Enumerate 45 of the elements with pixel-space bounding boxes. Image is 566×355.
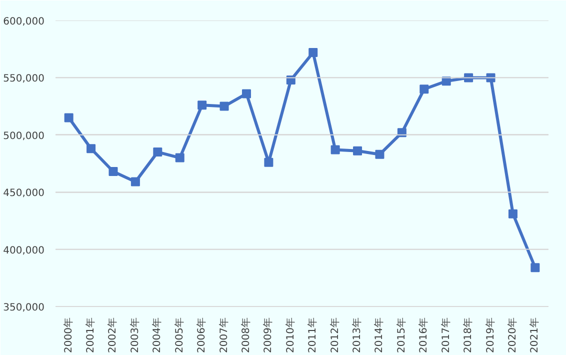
point <box>130 177 140 186</box>
x-tick-label: 2020年 <box>506 317 518 353</box>
y-tick-label: 550,000 <box>3 74 45 85</box>
x-tick-label: 2018年 <box>462 317 474 353</box>
point <box>108 167 118 176</box>
point <box>242 89 251 98</box>
x-tick-label: 2017年 <box>440 317 452 353</box>
x-tick-label: 2001年 <box>84 317 97 353</box>
point <box>508 209 518 218</box>
x-tick-label: 2014年 <box>373 317 386 353</box>
point <box>220 102 229 111</box>
point <box>530 263 540 272</box>
x-tick-label: 2004年 <box>151 317 164 353</box>
x-tick-label: 2016年 <box>418 317 430 353</box>
x-tick-label: 2011年 <box>306 317 319 353</box>
point <box>64 113 74 122</box>
x-tick-label: 2007年 <box>218 317 230 353</box>
x-tick-label: 2000年 <box>62 317 74 353</box>
y-tick-label: 500,000 <box>3 130 45 142</box>
x-tick-label: 2019年 <box>484 317 496 353</box>
x-tick-label: 2008年 <box>240 317 252 353</box>
y-tick-label: 450,000 <box>3 188 45 200</box>
x-tick-label: 2006年 <box>196 317 208 353</box>
x-tick-label: 2003年 <box>128 317 141 353</box>
x-tick-label: 2012年 <box>328 317 341 353</box>
point <box>330 145 340 154</box>
x-tick-label: 2010年 <box>284 317 296 353</box>
point <box>308 48 318 58</box>
x-tick-label: 2005年 <box>173 317 186 353</box>
x-tick-label: 2009年 <box>262 317 274 353</box>
point <box>153 148 162 157</box>
point <box>375 150 384 159</box>
point <box>264 158 274 167</box>
x-tick-label: 2015年 <box>395 317 408 353</box>
point <box>175 153 184 162</box>
x-tick-label: 2021年 <box>528 317 541 353</box>
x-tick-label: 2013年 <box>351 317 364 353</box>
point <box>353 146 362 156</box>
x-tick-label: 2002年 <box>106 317 119 353</box>
point <box>420 84 429 94</box>
point <box>86 144 96 154</box>
point <box>198 100 207 110</box>
y-tick-label: 600,000 <box>3 16 45 28</box>
y-tick-label: 400,000 <box>3 245 45 256</box>
y-tick-label: 350,000 <box>3 302 45 314</box>
